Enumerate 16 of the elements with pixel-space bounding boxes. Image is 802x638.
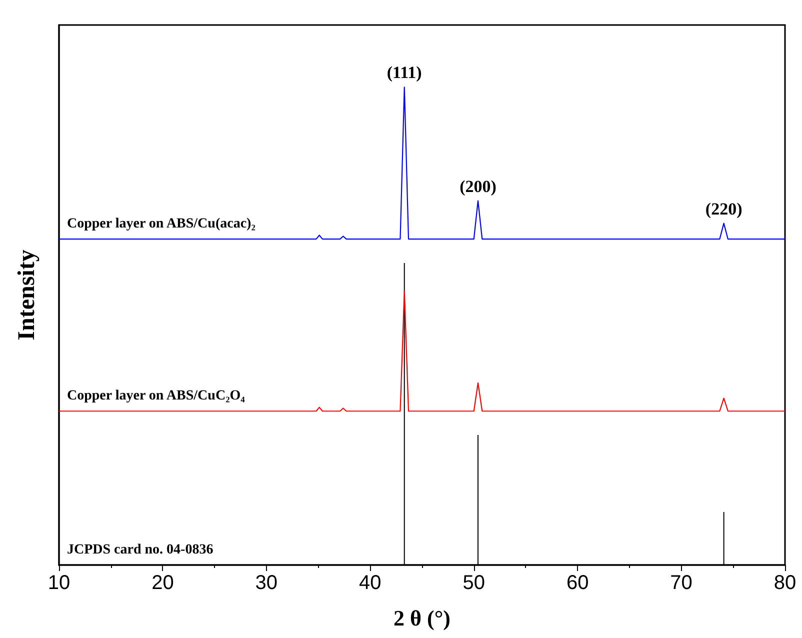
x-tick-label: 80 xyxy=(774,572,796,594)
annotation: (111) xyxy=(386,63,422,82)
x-axis-title: 2 θ (°) xyxy=(394,606,450,630)
x-tick-label: 60 xyxy=(566,572,589,594)
annotation: (220) xyxy=(705,199,742,218)
x-tick-label: 50 xyxy=(462,572,485,594)
x-tick-label: 30 xyxy=(255,572,278,594)
y-axis-title: Intensity xyxy=(14,250,40,340)
series-label: Copper layer on ABS/CuC₂O₄ xyxy=(67,388,246,404)
x-tick-label: 20 xyxy=(152,572,174,594)
x-tick-label: 70 xyxy=(670,572,692,594)
annotation: (200) xyxy=(460,176,496,196)
x-tick-label: 10 xyxy=(48,572,70,594)
series-label: Copper layer on ABS/Cu(acac)₂ xyxy=(67,216,256,232)
x-tick-label: 40 xyxy=(359,572,382,594)
annotation: JCPDS card no. 04-0836 xyxy=(67,542,214,558)
